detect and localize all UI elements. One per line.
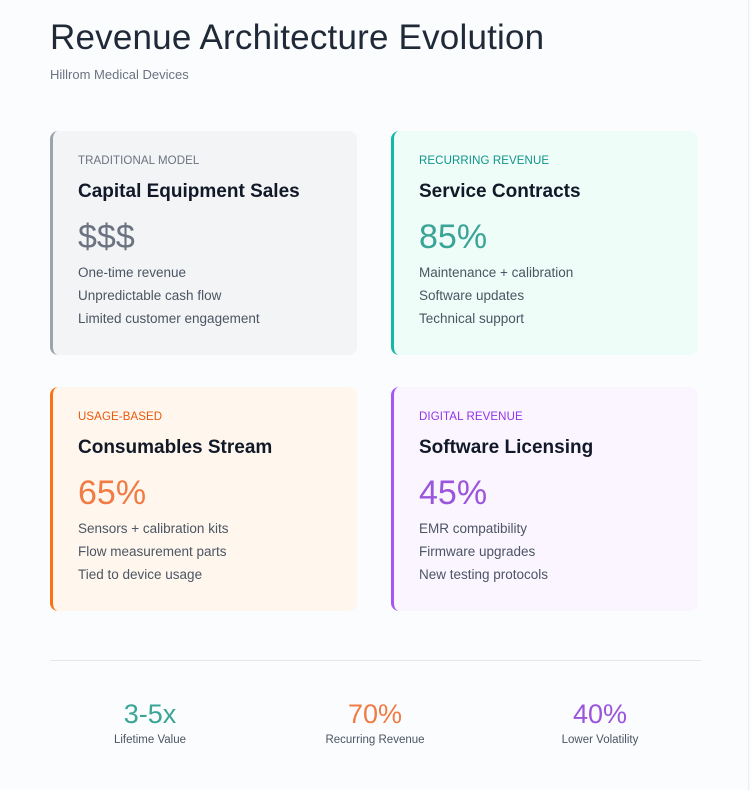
card-title: Consumables Stream <box>78 437 273 458</box>
card-item: Unpredictable cash flow <box>78 288 222 303</box>
card-tag: Digital Revenue <box>419 411 523 423</box>
card-value: 65% <box>78 474 147 512</box>
stat-recurring-revenue: 70% Recurring Revenue <box>275 697 475 746</box>
stat-value: 3-5x <box>123 699 177 729</box>
card-item: Limited customer engagement <box>78 311 260 326</box>
card-title: Capital Equipment Sales <box>78 181 300 202</box>
card-consumables: Usage-Based Consumables Stream 65% Senso… <box>50 387 357 611</box>
stat-label: Lifetime Value <box>113 734 187 746</box>
card-item: Software updates <box>419 288 525 303</box>
stat-value: 40% <box>572 699 628 729</box>
stat-label: Lower Volatility <box>561 734 639 746</box>
stat-label: Recurring Revenue <box>325 734 425 746</box>
card-item: One-time revenue <box>78 265 187 280</box>
card-value: 45% <box>419 474 488 512</box>
card-value: $$$ <box>78 218 135 256</box>
card-software-licensing: Digital Revenue Software Licensing 45% E… <box>391 387 698 611</box>
page-title: Revenue Architecture Evolution <box>50 18 545 57</box>
stat-lifetime-value: 3-5x Lifetime Value <box>50 697 250 746</box>
card-title: Software Licensing <box>419 437 594 458</box>
card-capital-equipment: Traditional Model Capital Equipment Sale… <box>50 131 357 355</box>
card-item: Firmware upgrades <box>419 544 536 559</box>
card-tag: Usage-Based <box>78 411 163 423</box>
card-item: EMR compatibility <box>419 521 528 536</box>
card-item: Flow measurement parts <box>78 544 227 559</box>
card-value: 85% <box>419 218 488 256</box>
card-item: New testing protocols <box>419 567 549 582</box>
card-tag: Recurring Revenue <box>419 155 550 167</box>
card-item: Tied to device usage <box>78 567 203 582</box>
card-item: Technical support <box>419 311 525 326</box>
card-item: Sensors + calibration kits <box>78 521 229 536</box>
card-tag: Traditional Model <box>78 155 200 167</box>
card-service-contracts: Recurring Revenue Service Contracts 85% … <box>391 131 698 355</box>
card-title: Service Contracts <box>419 181 581 202</box>
stat-lower-volatility: 40% Lower Volatility <box>500 697 700 746</box>
card-item: Maintenance + calibration <box>419 265 574 280</box>
divider <box>50 660 701 661</box>
page-subtitle: Hillrom Medical Devices <box>50 67 189 82</box>
stat-value: 70% <box>347 699 403 729</box>
